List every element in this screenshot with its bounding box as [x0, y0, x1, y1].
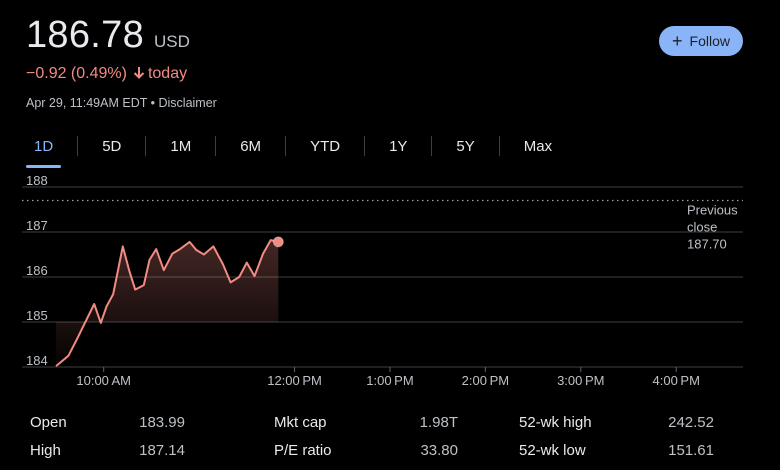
tab-divider — [145, 136, 147, 156]
current-price: 186.78 — [26, 14, 145, 56]
tab-divider — [215, 136, 217, 156]
stat-pe-ratio: P/E ratio 33.80 — [274, 442, 458, 459]
stat-value: 242.52 — [668, 414, 714, 431]
tab-divider — [431, 136, 433, 156]
stat-label: 52-wk high — [519, 414, 592, 431]
tab-max[interactable]: Max — [523, 137, 553, 155]
currency-label: USD — [154, 32, 190, 51]
tab-1m[interactable]: 1M — [170, 137, 192, 155]
tab-ytd[interactable]: YTD — [310, 137, 341, 155]
x-tick-label: 10:00 AM — [76, 373, 131, 388]
range-tabs: 1D 5D 1M 6M YTD 1Y 5Y Max — [24, 132, 576, 168]
stat-value: 187.14 — [139, 442, 185, 459]
change-value: −0.92 (0.49%) — [26, 65, 127, 82]
y-tick-label: 187 — [26, 218, 48, 233]
follow-button[interactable]: + Follow — [659, 26, 743, 56]
meta-separator: • — [150, 96, 155, 110]
stat-label: High — [30, 442, 61, 459]
stat-label: Open — [30, 414, 67, 431]
x-tick-label: 1:00 PM — [366, 373, 413, 388]
stat-label: P/E ratio — [274, 442, 332, 459]
previous-close-label: Previous — [687, 203, 738, 218]
x-tick-label: 3:00 PM — [557, 373, 604, 388]
plus-icon: + — [672, 31, 683, 51]
stat-value: 33.80 — [420, 442, 458, 459]
tab-6m[interactable]: 6M — [240, 137, 262, 155]
tab-divider — [285, 136, 287, 156]
y-tick-label: 188 — [26, 173, 48, 188]
current-price-dot — [272, 236, 284, 248]
follow-button-label: Follow — [689, 33, 730, 49]
tab-divider — [364, 136, 366, 156]
price-area — [56, 240, 279, 367]
tab-1d[interactable]: 1D — [24, 134, 63, 168]
price-chart[interactable]: 184 185 186 187 188 Previous close 187.70 10:00 … — [0, 170, 780, 400]
change-suffix: today — [147, 65, 188, 82]
arrow-down-icon — [133, 66, 145, 83]
x-tick-label: 4:00 PM — [653, 373, 700, 388]
stat-52wk-low: 52-wk low 151.61 — [519, 442, 714, 459]
quote-meta: Apr 29, 11:49AM EDT • Disclaimer — [26, 96, 217, 110]
previous-close-label: 187.70 — [687, 237, 727, 252]
y-tick-label: 184 — [26, 353, 48, 368]
tab-1y[interactable]: 1Y — [389, 137, 408, 155]
y-tick-label: 186 — [26, 263, 48, 278]
tab-5d[interactable]: 5D — [102, 137, 122, 155]
tab-divider — [77, 136, 79, 156]
tab-5y[interactable]: 5Y — [456, 137, 475, 155]
previous-close-label: close — [687, 220, 717, 235]
stat-label: 52-wk low — [519, 442, 586, 459]
y-tick-label: 185 — [26, 308, 48, 323]
stat-label: Mkt cap — [274, 414, 327, 431]
stat-value: 183.99 — [139, 414, 185, 431]
stat-52wk-high: 52-wk high 242.52 — [519, 414, 714, 431]
price-line — [55, 239, 279, 367]
tab-divider — [498, 136, 500, 156]
disclaimer-link[interactable]: Disclaimer — [158, 96, 217, 110]
stat-value: 1.98T — [419, 414, 458, 431]
price-change: −0.92 (0.49%) today — [26, 65, 187, 83]
x-tick-label: 2:00 PM — [462, 373, 509, 388]
price-header: 186.78 USD — [26, 14, 190, 57]
stat-mkt-cap: Mkt cap 1.98T — [274, 414, 458, 431]
timestamp: Apr 29, 11:49AM EDT — [26, 96, 148, 110]
x-tick-label: 12:00 PM — [267, 373, 322, 388]
stat-high: High 187.14 — [30, 442, 185, 459]
stat-value: 151.61 — [668, 442, 714, 459]
stat-open: Open 183.99 — [30, 414, 185, 431]
